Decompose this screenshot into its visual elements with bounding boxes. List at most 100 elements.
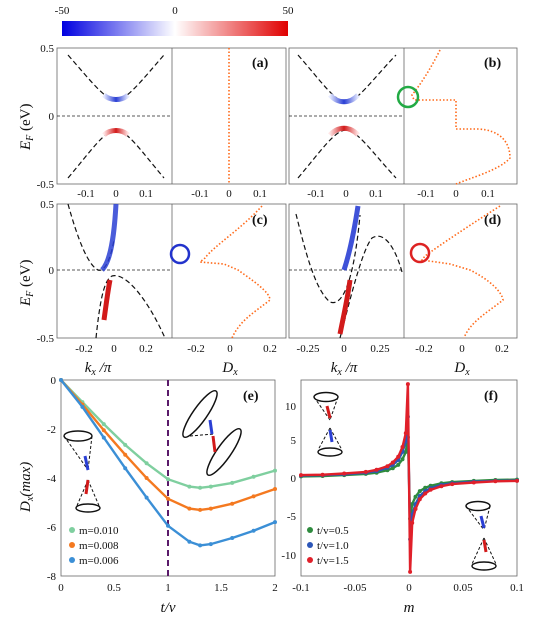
svg-text:0: 0 [459, 343, 465, 355]
kx-ticks-d: -0.25 0 0.25 [297, 343, 391, 355]
legend-entry: t/v=0.5 [317, 525, 349, 537]
dispersion-curve-upper [297, 54, 397, 103]
legend-entry: m=0.010 [79, 525, 119, 537]
dx-dotted-curve [197, 205, 271, 339]
svg-text:0.2: 0.2 [263, 343, 277, 355]
data-point [408, 569, 413, 574]
kx-ticks-b: -0.1 0 0.1 [307, 188, 383, 200]
svg-text:0: 0 [291, 473, 297, 485]
data-point [417, 489, 422, 494]
data-point [230, 536, 235, 540]
svg-text:0: 0 [453, 188, 459, 200]
svg-text:0: 0 [406, 582, 412, 594]
e-x-ticks: 0 0.5 1 1.5 2 [58, 582, 278, 594]
f-y-ticks: 10 5 0 -5 -10 [281, 401, 296, 562]
data-point [450, 482, 455, 487]
x-axis-label-m: m [404, 600, 415, 616]
svg-text:-5: -5 [287, 511, 297, 523]
svg-text:0.25: 0.25 [370, 343, 390, 355]
data-point [251, 528, 256, 533]
svg-text:-0.2: -0.2 [187, 343, 204, 355]
cone-schematic-icon [313, 391, 343, 457]
panel-label-d: (d) [484, 213, 501, 228]
svg-text:2: 2 [272, 582, 278, 594]
data-point [273, 520, 277, 525]
data-point [166, 477, 170, 482]
data-point [198, 507, 203, 512]
legend-entry: t/v=1.0 [317, 540, 349, 552]
data-point [80, 404, 85, 409]
data-point [123, 452, 128, 457]
svg-text:-0.1: -0.1 [77, 188, 94, 200]
x-axis-label-tv: t/v [161, 600, 176, 616]
data-point [405, 382, 410, 387]
dx-ticks-b: -0.1 0 0.1 [417, 188, 495, 200]
data-point [187, 506, 192, 511]
svg-text:10: 10 [285, 401, 297, 413]
svg-text:-6: -6 [47, 522, 57, 534]
data-point [400, 445, 405, 449]
series-group-e [59, 378, 277, 548]
panel-b: (b) [288, 47, 518, 185]
kx-ticks-a: -0.1 0 0.1 [77, 188, 153, 200]
highlight-circle-blue [169, 243, 191, 265]
data-point [342, 471, 347, 476]
svg-text:-8: -8 [47, 571, 57, 583]
svg-text:0: 0 [51, 375, 57, 387]
panel-label-f: (f) [484, 389, 498, 404]
x-axis-label-dx-left: Dx [221, 360, 238, 378]
data-point [166, 523, 170, 528]
panel-label-e: (e) [243, 389, 259, 404]
svg-text:0: 0 [58, 582, 64, 594]
svg-text:-4: -4 [47, 473, 57, 485]
data-point [423, 491, 428, 496]
svg-text:5: 5 [291, 435, 297, 447]
series-line-0 [60, 379, 276, 490]
svg-text:-0.5: -0.5 [37, 179, 55, 191]
data-point [400, 457, 405, 462]
data-point [493, 479, 498, 484]
ef-ticks-top: 0.5 0 -0.5 [37, 43, 55, 191]
svg-text:0.5: 0.5 [40, 199, 54, 211]
svg-text:-0.5: -0.5 [37, 333, 55, 345]
x-axis-label-dx-right: Dx [453, 360, 470, 378]
x-axis-label-kx-left: kx /π [85, 360, 112, 378]
data-point [403, 449, 408, 454]
dx-ticks-c: -0.2 0 0.2 [187, 343, 277, 355]
legend-marker [69, 542, 75, 548]
svg-text:0.5: 0.5 [107, 582, 121, 594]
data-point [251, 474, 256, 479]
data-point [59, 378, 63, 382]
band-red-highlight [101, 279, 113, 321]
dispersion-curve-upper [67, 54, 165, 101]
panel-e: m=0.010 m=0.008 m=0.006 (e) [59, 378, 277, 577]
dx-dotted-curve [411, 49, 511, 185]
svg-text:-0.25: -0.25 [297, 343, 320, 355]
svg-text:-0.1: -0.1 [307, 188, 324, 200]
cone-schematic-icon [465, 500, 497, 571]
svg-text:-0.1: -0.1 [292, 582, 309, 594]
band-blue-highlight [100, 203, 119, 272]
data-point [187, 484, 192, 489]
f-x-ticks: -0.1 -0.05 0 0.05 0.1 [292, 582, 524, 594]
legend-entry: m=0.006 [79, 555, 119, 567]
colorbar [62, 21, 288, 36]
x-axis-label-kx-right: kx /π [331, 360, 358, 378]
legend-marker [307, 542, 313, 548]
data-point [123, 466, 128, 471]
legend-marker [307, 557, 313, 563]
highlight-circle-red [409, 242, 431, 264]
data-point [299, 473, 303, 478]
data-point [410, 502, 415, 507]
data-point [515, 478, 519, 483]
data-point [187, 539, 192, 544]
data-point [385, 464, 390, 469]
legend-e: m=0.010 m=0.008 m=0.006 [64, 522, 144, 568]
svg-text:-0.2: -0.2 [415, 343, 432, 355]
data-point [403, 431, 408, 436]
data-point [413, 494, 418, 499]
y-axis-label-dxmax: Dx(max) [18, 462, 36, 513]
colorbar-max-label: 50 [283, 5, 295, 17]
data-point [144, 476, 149, 480]
